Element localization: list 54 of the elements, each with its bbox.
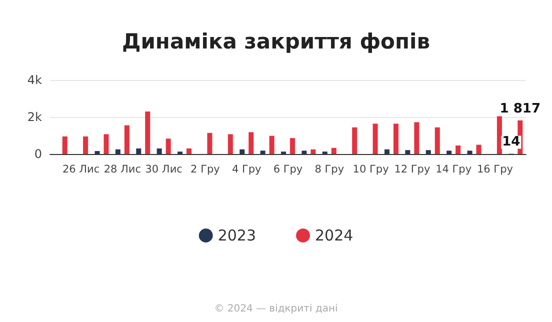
bar	[94, 151, 100, 154]
y-tick-label: 2k	[27, 110, 42, 124]
y-tick-label: 0	[34, 147, 42, 161]
x-tick-label: 26 Лис	[62, 164, 100, 176]
bar	[104, 134, 109, 154]
x-tick-label: 28 Лис	[104, 164, 142, 176]
legend-label: 2024	[315, 226, 354, 244]
data-label: 14	[502, 134, 520, 150]
bar	[228, 134, 233, 154]
y-tick-label: 4k	[27, 73, 42, 87]
bar	[83, 136, 88, 154]
bar	[372, 124, 378, 154]
bar	[434, 127, 440, 154]
bar	[456, 145, 461, 154]
bar	[476, 144, 482, 154]
bar	[115, 149, 120, 154]
chart-title: Динаміка закриття фопів	[122, 30, 430, 54]
x-tick-label: 8 Гру	[314, 164, 344, 176]
bar	[310, 149, 316, 154]
bar	[124, 125, 130, 154]
x-tick-label: 14 Гру	[436, 164, 472, 176]
x-tick-label: 10 Гру	[352, 164, 389, 176]
x-tick-label: 30 Лис	[145, 164, 183, 176]
x-tick-label: 16 Гру	[476, 164, 513, 176]
bar	[240, 149, 245, 154]
bar	[260, 150, 266, 154]
bar	[384, 149, 390, 154]
bar	[331, 148, 336, 154]
bar	[269, 136, 274, 154]
bar	[166, 138, 171, 154]
bar	[393, 124, 398, 154]
bar	[302, 150, 307, 154]
bar	[414, 122, 420, 154]
bar	[405, 150, 410, 154]
bar	[248, 132, 254, 154]
bar	[186, 148, 192, 154]
bar	[145, 111, 150, 154]
x-tick-label: 12 Гру	[394, 164, 430, 176]
legend-label: 2023	[218, 226, 256, 244]
data-label: 1 817	[500, 101, 541, 116]
bar	[446, 150, 452, 154]
x-tick-label: 2 Гру	[190, 164, 220, 176]
bar	[467, 150, 472, 154]
bar	[136, 148, 142, 154]
bar	[496, 116, 502, 154]
bar	[426, 150, 431, 154]
bar	[290, 138, 295, 154]
text: © 2024 — відкриті дані	[214, 304, 338, 314]
bar	[207, 132, 212, 154]
x-tick-label: 4 Гру	[232, 164, 262, 176]
x-tick-label: 6 Гру	[273, 164, 303, 176]
bar	[352, 127, 358, 154]
bar	[156, 148, 162, 154]
bar	[62, 136, 68, 154]
